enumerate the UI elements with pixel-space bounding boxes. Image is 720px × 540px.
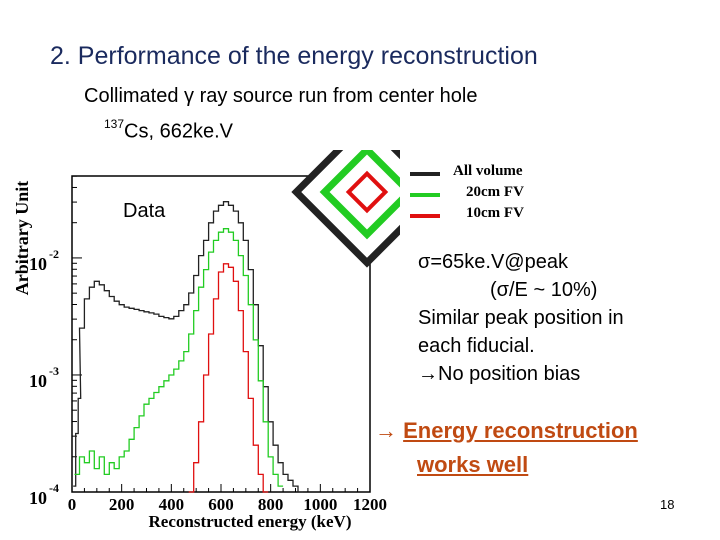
series-layer: [73, 201, 303, 493]
plot-frame: [71, 175, 371, 493]
subtitle: Collimated γ ray source run from center …: [84, 85, 478, 107]
fv-middle-square: [319, 150, 400, 240]
fiducial-volume-icon: [291, 150, 400, 268]
plot-label: Data: [123, 200, 166, 222]
legend-item-10cm-fv: 10cm FV: [410, 205, 550, 225]
page-number: 18: [660, 497, 675, 512]
series-line-20cm-fv: [74, 228, 284, 487]
peak-note-line1: Similar peak position in: [418, 307, 624, 329]
series-line-10cm-fv: [188, 263, 269, 493]
fv-outer-square: [291, 150, 400, 268]
source-description: 137Cs, 662ke.V: [104, 117, 233, 144]
legend-swatch-10cm-fv: [410, 214, 440, 218]
conclusion-line2: works well: [375, 448, 638, 482]
conclusion: → Energy reconstruction works well: [375, 414, 638, 482]
conclusion-text1: Energy reconstruction: [403, 418, 638, 443]
legend-label-20cm-fv: 20cm FV: [466, 184, 524, 200]
x-tick-labels: 0 200 400 600 800 1000 1200: [68, 495, 387, 514]
conclusion-line1: → Energy reconstruction: [375, 414, 638, 448]
x-tick-label: 400: [159, 495, 185, 514]
series-line-all-volume: [73, 201, 303, 493]
y-tick-label: 10 -3: [29, 364, 59, 391]
y-tick-labels: 10-2 10-3 10-4: [29, 247, 59, 508]
isotope-mass-number: 137: [104, 117, 125, 131]
legend-label-all-volume: All volume: [453, 163, 523, 179]
x-tick-label: 600: [208, 495, 234, 514]
legend-label-10cm-fv: 10cm FV: [466, 205, 524, 221]
x-tick-label: 200: [109, 495, 135, 514]
x-tick-label: 1200: [353, 495, 387, 514]
slide-title: 2. Performance of the energy reconstruct…: [50, 42, 538, 70]
legend-swatch-20cm-fv: [410, 193, 440, 197]
x-tick-label: 800: [258, 495, 284, 514]
y-tick-exponent: -2: [49, 247, 59, 261]
resolution-ratio: (σ/E ~ 10%): [490, 279, 598, 301]
y-axis-ticks: [72, 175, 82, 493]
resolution-value: σ=65ke.V@peak: [418, 251, 568, 273]
y-tick-exponent: -3: [49, 364, 59, 378]
conclusion-text2: works well: [417, 452, 529, 477]
x-tick-label: 0: [68, 495, 77, 514]
legend-item-20cm-fv: 20cm FV: [410, 184, 550, 204]
x-axis-ticks: [71, 484, 371, 492]
energy-spectrum-chart: Data 0 200 400 600 800 1000 1200 10-210-310-4 …: [12, 150, 400, 531]
y-tick-label: 10 -2: [29, 247, 59, 274]
arrow-icon: →: [418, 363, 438, 385]
bias-text: No position bias: [438, 363, 581, 385]
y-axis-label: Arbitrary Unit: [12, 181, 32, 295]
chart-legend: All volume 20cm FV 10cm FV: [410, 163, 550, 233]
isotope-energy: Cs, 662ke.V: [124, 120, 233, 143]
peak-note-line2: each fiducial.: [418, 335, 535, 357]
resolution-notes: σ=65ke.V@peak (σ/E ~ 10%) Similar peak p…: [418, 248, 624, 388]
bias-note: →No position bias: [418, 360, 624, 388]
legend-swatch-all-volume: [410, 172, 440, 176]
conclusion-arrow-icon: →: [375, 418, 397, 443]
y-tick-label: 10 -4: [29, 481, 59, 508]
legend-item-all-volume: All volume: [410, 163, 550, 183]
fv-inner-square: [345, 170, 389, 214]
x-axis-label: Reconstructed energy (keV): [149, 512, 352, 531]
x-tick-label: 1000: [303, 495, 337, 514]
y-tick-exponent: -4: [49, 481, 59, 495]
